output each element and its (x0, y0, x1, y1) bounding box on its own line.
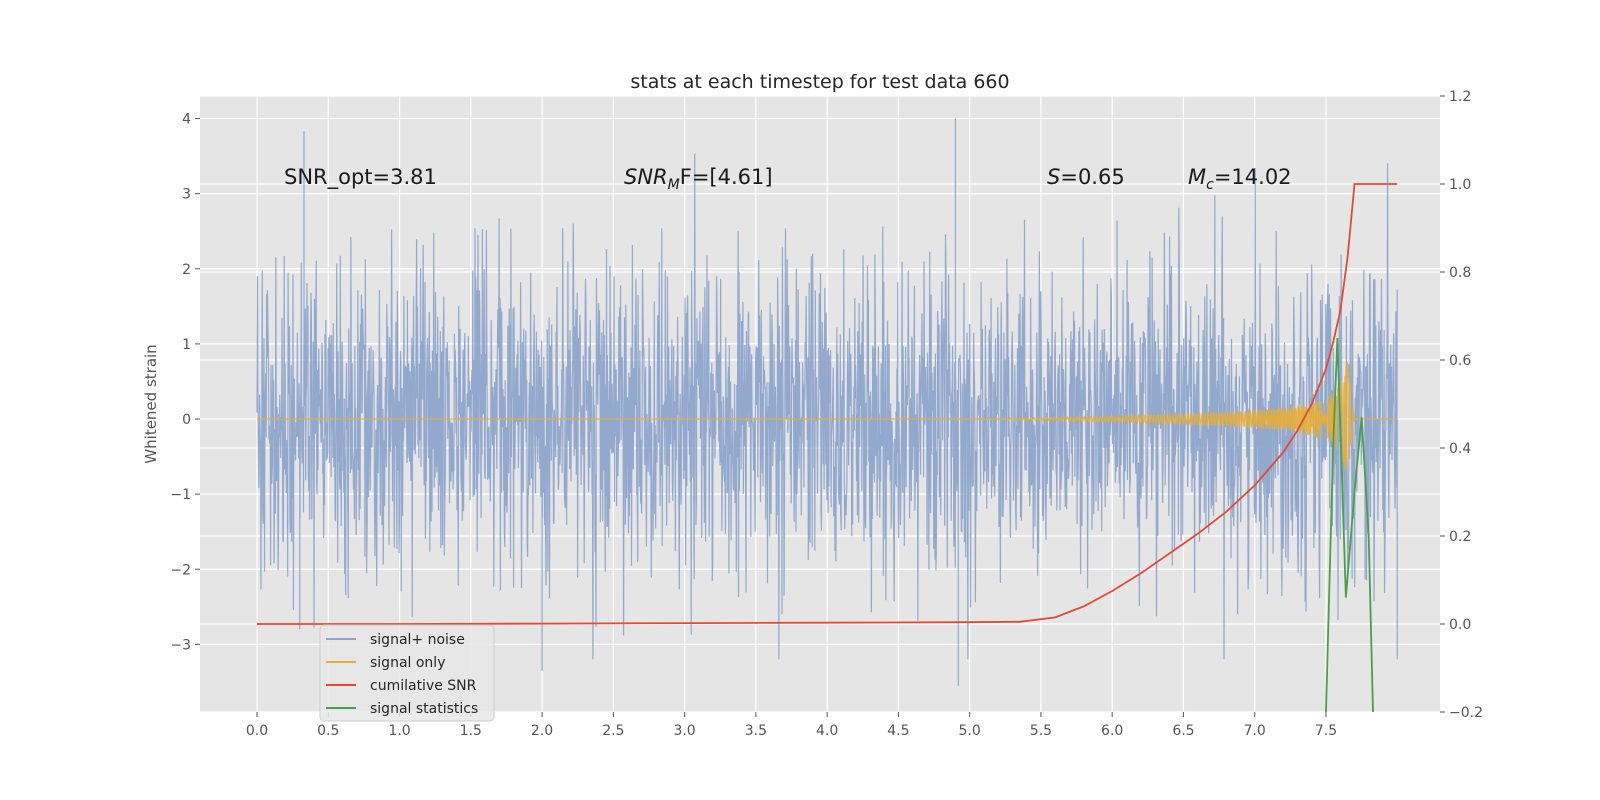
series-signal-statistics (1325, 337, 1374, 713)
y2-tick-label: −0.2 (1449, 705, 1483, 721)
y2-tick-label: 0.6 (1449, 353, 1471, 369)
x-tick-label: 3.5 (745, 723, 767, 739)
y-tick-label: −2 (170, 562, 191, 578)
y2-tick-label: 0.0 (1449, 617, 1471, 633)
x-tick-label: 3.0 (673, 723, 695, 739)
x-tick-label: 6.5 (1172, 723, 1194, 739)
y-tick-label: −1 (170, 487, 191, 503)
y2-tick-label: 0.4 (1449, 441, 1471, 457)
x-tick-label: 6.0 (1101, 723, 1123, 739)
series-cumilative-snr (257, 183, 1398, 625)
legend-label-signal-noise: signal+ noise (370, 632, 465, 648)
signal-statistics-line (1325, 337, 1374, 713)
annotation-snr-mf-sub: M (668, 177, 680, 193)
x-tick-label: 0.0 (246, 723, 268, 739)
annotation-snr-mf: SNRMF=[4.61] (624, 165, 773, 193)
y2-tick-label: 0.8 (1449, 265, 1471, 281)
y-tick-label: −3 (170, 637, 191, 653)
annotation-s-main: S (1047, 165, 1060, 189)
annotation-snr-mf-main: SNR (624, 165, 668, 189)
x-tick-label: 2.0 (531, 723, 553, 739)
signal-noise-line (256, 118, 1398, 686)
x-tick-label: 7.0 (1244, 723, 1266, 739)
series-signal-only (257, 362, 1398, 471)
legend-label-cumilative-snr: cumilative SNR (370, 678, 477, 694)
x-tick-label: 4.0 (816, 723, 838, 739)
y-axis-label: Whitened strain (142, 344, 160, 463)
y2-tick-label: 1.0 (1449, 177, 1471, 193)
annotation-mc-sub: c (1206, 177, 1214, 193)
x-tick-label: 5.0 (959, 723, 981, 739)
chart-title: stats at each timestep for test data 660 (630, 71, 1009, 93)
y2-tick-label: 0.2 (1449, 529, 1471, 545)
legend: signal+ noise signal only cumilative SNR… (319, 624, 495, 722)
legend-label-signal-only: signal only (370, 655, 445, 671)
y2-axis-ticks: 1.2 1.0 0.8 0.6 0.4 0.2 0.0 −0.2 (1440, 89, 1483, 721)
series-signal-noise (256, 118, 1398, 686)
x-tick-label: 1.5 (460, 723, 482, 739)
annotation-mc-rest: =14.02 (1214, 165, 1292, 189)
annotation-s-rest: =0.65 (1060, 165, 1124, 189)
signal-only-line (257, 362, 1398, 471)
y-tick-label: 2 (182, 262, 191, 278)
legend-box (319, 624, 495, 722)
y-tick-label: 4 (182, 112, 191, 128)
x-tick-label: 2.5 (602, 723, 624, 739)
x-tick-label: 5.5 (1030, 723, 1052, 739)
x-tick-label: 0.5 (317, 723, 339, 739)
y-tick-label: 1 (182, 337, 191, 353)
annotation-snr-mf-rest: F=[4.61] (680, 165, 773, 189)
y-axis-ticks: 4 3 2 1 0 −1 −2 −3 (170, 112, 200, 653)
x-tick-label: 7.5 (1315, 723, 1337, 739)
x-tick-label: 1.0 (388, 723, 410, 739)
y-tick-label: 3 (182, 187, 191, 203)
annotation-s: S=0.65 (1047, 165, 1125, 189)
x-tick-label: 4.5 (887, 723, 909, 739)
annotation-mc: Mc=14.02 (1188, 165, 1292, 193)
legend-label-signal-statistics: signal statistics (370, 701, 478, 717)
y-tick-label: 0 (182, 412, 191, 428)
cumilative-snr-line (257, 183, 1398, 625)
y2-tick-label: 1.2 (1449, 89, 1471, 105)
annotation-snr-opt: SNR_opt=3.81 (284, 165, 437, 190)
x-axis-ticks: 0.0 0.5 1.0 1.5 2.0 2.5 3.0 3.5 4.0 4.5 5.0 5.5 6.0 6… (246, 712, 1337, 739)
annotation-mc-main: M (1188, 165, 1206, 189)
